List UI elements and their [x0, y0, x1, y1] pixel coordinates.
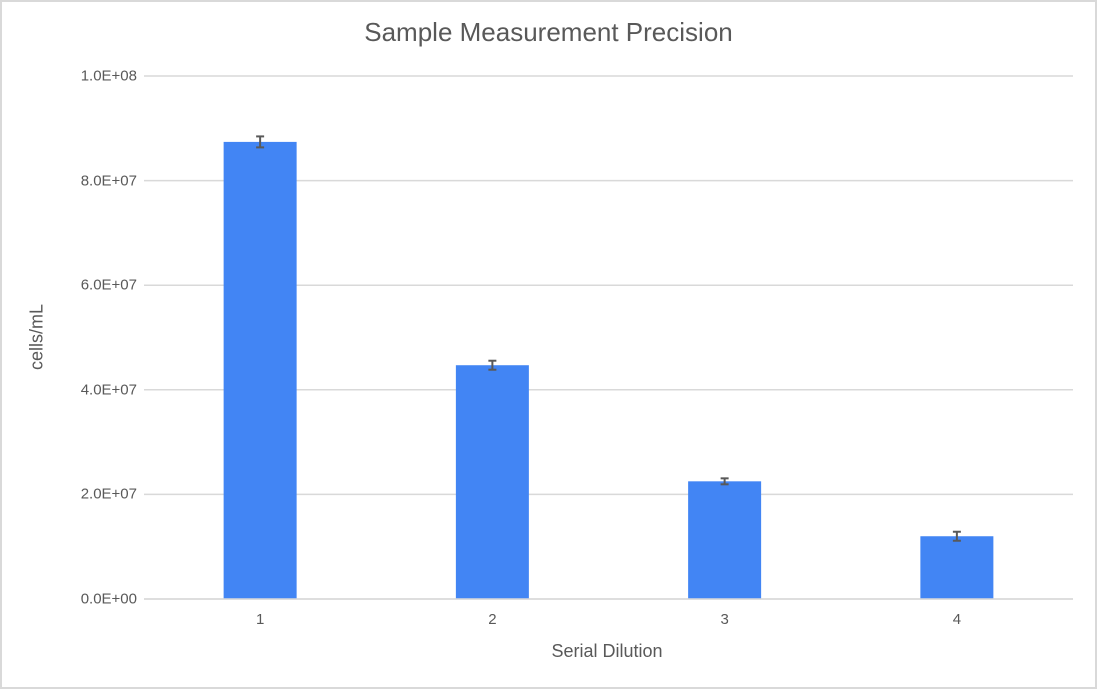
- x-tick-label: 3: [720, 611, 729, 628]
- y-tick-label: 2.0E+07: [80, 485, 137, 503]
- bar-3: [688, 481, 762, 599]
- bar-1: [223, 141, 297, 599]
- y-tick-label: 8.0E+07: [80, 172, 137, 190]
- x-tick-label: 2: [488, 611, 497, 628]
- y-axis-title: cells/mL: [26, 303, 47, 371]
- bar-2: [455, 365, 529, 599]
- chart-title: Sample Measurement Precision: [364, 17, 733, 47]
- y-tick-label: 6.0E+07: [80, 276, 137, 294]
- y-tick-label: 4.0E+07: [80, 381, 137, 399]
- y-tick-label: 0.0E+00: [80, 590, 137, 608]
- x-tick-label: 4: [952, 611, 962, 628]
- bar-4: [920, 536, 994, 599]
- error-bar: [720, 477, 729, 486]
- x-axis-title: Serial Dilution: [551, 641, 663, 661]
- error-bar: [488, 359, 497, 371]
- x-tick-label: 1: [255, 611, 265, 628]
- y-tick-label: 1.0E+08: [80, 67, 137, 85]
- error-bar: [256, 135, 265, 149]
- error-bar: [952, 530, 961, 542]
